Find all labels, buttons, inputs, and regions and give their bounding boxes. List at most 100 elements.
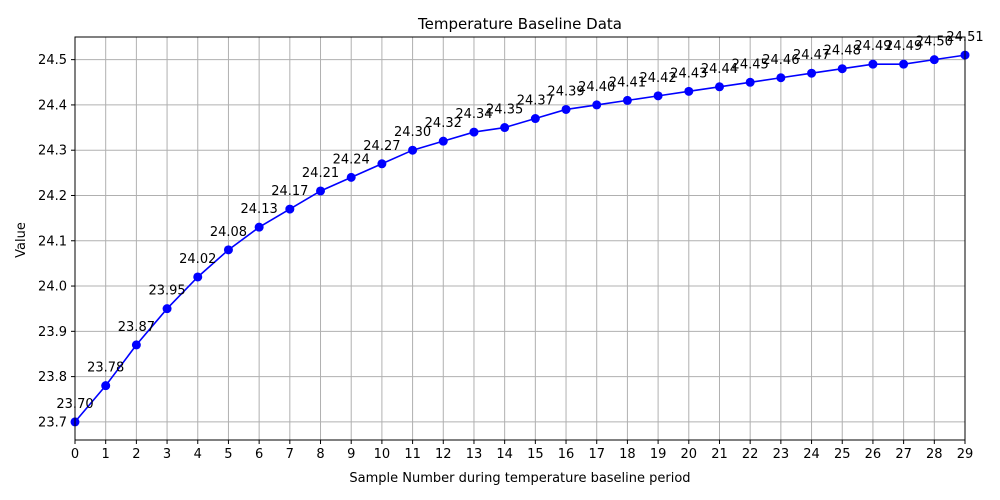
- x-tick-label: 26: [865, 447, 882, 462]
- data-markers: [70, 50, 970, 427]
- x-tick-label: 5: [224, 447, 232, 462]
- y-tick-label: 23.8: [38, 370, 67, 385]
- y-tick-label: 24.1: [38, 234, 67, 249]
- data-label: 24.35: [486, 103, 523, 118]
- data-point: [346, 172, 356, 182]
- data-point: [868, 59, 878, 69]
- data-point: [653, 91, 663, 101]
- plot-frame: [74, 36, 966, 441]
- y-tick-label: 23.9: [38, 325, 67, 340]
- data-labels: 23.7023.7823.8723.9524.0224.0824.1324.17…: [56, 30, 983, 412]
- x-tick-label: 23: [773, 447, 790, 462]
- x-tick-label: 9: [347, 447, 355, 462]
- grid-lines: [74, 37, 966, 440]
- data-label: 24.08: [210, 225, 247, 240]
- x-tick-label: 18: [619, 447, 636, 462]
- x-tick-label: 12: [435, 447, 452, 462]
- data-label: 24.34: [455, 107, 492, 122]
- data-label: 24.49: [885, 39, 922, 54]
- data-point: [408, 145, 418, 155]
- data-label: 24.44: [701, 62, 738, 77]
- x-tick-label: 6: [255, 447, 263, 462]
- data-point: [837, 64, 847, 74]
- data-label: 24.27: [363, 139, 400, 154]
- data-label: 24.24: [333, 152, 370, 167]
- data-point: [438, 136, 448, 146]
- x-tick-label: 25: [834, 447, 851, 462]
- data-point: [561, 104, 571, 114]
- series-line: [74, 54, 966, 423]
- x-tick-label: 28: [926, 447, 943, 462]
- data-label: 24.32: [425, 116, 462, 131]
- data-label: 24.21: [302, 166, 339, 181]
- data-label: 24.17: [271, 184, 308, 199]
- x-tick-label: 8: [316, 447, 324, 462]
- data-point: [530, 114, 540, 124]
- x-tick-label: 27: [895, 447, 912, 462]
- x-tick-label: 1: [102, 447, 110, 462]
- x-tick-label: 2: [132, 447, 140, 462]
- x-tick-label: 20: [681, 447, 698, 462]
- x-tick-label: 11: [404, 447, 421, 462]
- x-tick-label: 21: [711, 447, 728, 462]
- x-tick-label: 7: [286, 447, 294, 462]
- x-tick-label: 29: [957, 447, 974, 462]
- data-label: 24.45: [732, 57, 769, 72]
- data-label: 24.50: [916, 35, 953, 50]
- data-point: [377, 159, 387, 169]
- y-tick-label: 24.0: [38, 280, 67, 295]
- chart-title: Temperature Baseline Data: [417, 15, 622, 33]
- data-point: [929, 55, 939, 65]
- data-point: [899, 59, 909, 69]
- x-tick-label: 4: [194, 447, 202, 462]
- x-tick-label: 14: [496, 447, 513, 462]
- y-axis-label: Value: [14, 222, 29, 258]
- data-label: 23.78: [87, 361, 124, 376]
- data-point: [285, 204, 295, 214]
- data-label: 24.13: [241, 202, 278, 217]
- x-axis-ticks: 0 1 2 3 4 5 6 7 8 9 10 11 12 13 14 15 16 17 18 19 20 21 22 23 24…: [71, 440, 973, 462]
- data-point: [745, 77, 755, 87]
- data-point: [223, 245, 233, 255]
- data-label: 24.46: [762, 53, 799, 68]
- y-tick-label: 24.5: [38, 53, 67, 68]
- x-tick-label: 22: [742, 447, 759, 462]
- x-tick-label: 0: [71, 447, 79, 462]
- y-tick-label: 24.4: [38, 98, 67, 113]
- data-point: [684, 86, 694, 96]
- data-label: 24.41: [609, 75, 646, 90]
- data-label: 24.43: [670, 66, 707, 81]
- data-label: 24.39: [547, 84, 584, 99]
- x-tick-label: 3: [163, 447, 171, 462]
- data-point: [193, 272, 203, 282]
- x-tick-label: 17: [588, 447, 605, 462]
- x-tick-label: 13: [466, 447, 483, 462]
- data-label: 24.37: [517, 94, 554, 109]
- data-point: [500, 123, 510, 133]
- data-point: [622, 95, 632, 105]
- data-point: [254, 222, 264, 232]
- data-point: [592, 100, 602, 110]
- data-label: 24.42: [639, 71, 676, 86]
- data-point: [776, 73, 786, 83]
- data-point: [807, 68, 817, 78]
- x-tick-label: 15: [527, 447, 544, 462]
- data-label: 24.47: [793, 48, 830, 63]
- data-point: [714, 82, 724, 92]
- data-point: [131, 340, 141, 350]
- y-tick-label: 24.3: [38, 144, 67, 159]
- data-label: 24.49: [854, 39, 891, 54]
- y-tick-label: 23.7: [38, 415, 67, 430]
- x-tick-label: 16: [558, 447, 575, 462]
- y-tick-label: 24.2: [38, 189, 67, 204]
- data-label: 24.40: [578, 80, 615, 95]
- data-label: 24.02: [179, 252, 216, 267]
- data-label: 23.87: [118, 320, 155, 335]
- data-label: 23.95: [148, 284, 185, 299]
- data-label: 24.48: [824, 44, 861, 59]
- data-point: [469, 127, 479, 137]
- x-tick-label: 24: [803, 447, 820, 462]
- data-label: 24.30: [394, 125, 431, 140]
- x-tick-label: 19: [650, 447, 667, 462]
